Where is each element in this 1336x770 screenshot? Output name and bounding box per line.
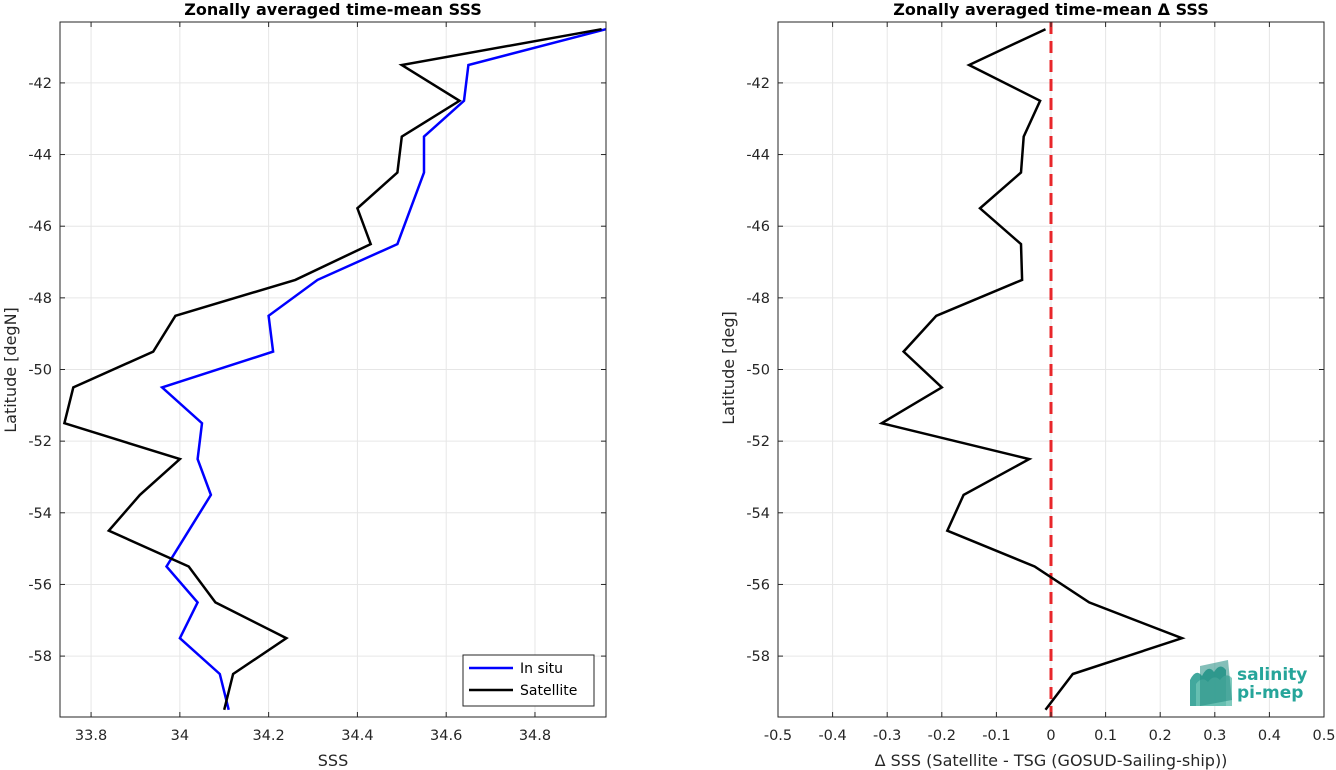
delta-y-axis-label: Latitude [deg]: [719, 311, 738, 425]
sss-y-tick-label: -44: [28, 148, 52, 164]
delta-x-tick-label: 0.1: [1094, 728, 1117, 744]
salinity-pi-mep-logo: salinity pi-mep: [1190, 660, 1307, 706]
delta-ticks: -0.5 -0.4 -0.3 -0.2 -0.1 0 0.1 0.2 0.3 0.4 0.5 -42 -…: [746, 22, 1336, 744]
delta-x-tick-label: -0.2: [928, 728, 956, 744]
legend-label-in-situ: In situ: [520, 661, 563, 677]
sss-series: [62, 27, 607, 711]
delta-x-tick-label: -0.3: [873, 728, 901, 744]
delta-y-tick-label: -50: [746, 363, 770, 379]
sss-ticks: 33.8 34 34.2 34.4 34.6 34.8 -42 -44 -46 -48 -50 -52…: [28, 22, 606, 744]
sss-x-tick-label: 34.6: [430, 728, 462, 744]
delta-y-tick-label: -44: [746, 148, 770, 164]
delta-series-line-0: [878, 28, 1186, 711]
delta-x-axis-label: Δ SSS (Satellite - TSG (GOSUD-Sailing-sh…: [875, 751, 1228, 770]
delta-x-tick-label: 0.3: [1203, 728, 1226, 744]
sss-series-line-0: [159, 27, 607, 711]
delta-x-tick-label: 0.5: [1312, 728, 1335, 744]
sss-chart-title: Zonally averaged time-mean SSS: [184, 0, 482, 19]
sss-x-tick-label: 34.8: [519, 728, 551, 744]
delta-x-tick-label: 0: [1046, 728, 1055, 744]
delta-y-tick-label: -48: [746, 291, 770, 307]
delta-y-tick-label: -54: [746, 506, 770, 522]
delta-x-tick-label: -0.4: [818, 728, 846, 744]
sss-legend: In situ Satellite: [462, 654, 595, 707]
sss-y-tick-label: -58: [28, 649, 52, 665]
delta-y-tick-label: -42: [746, 76, 770, 92]
sss-x-axis-label: SSS: [318, 751, 348, 770]
logo-text-pi-mep: pi-mep: [1237, 683, 1303, 703]
sss-y-tick-label: -48: [28, 291, 52, 307]
sss-x-tick-label: 34: [171, 728, 189, 744]
delta-series: [878, 28, 1186, 711]
delta-x-tick-label: 0.2: [1149, 728, 1172, 744]
sss-y-axis-label: Latitude [degN]: [1, 307, 20, 433]
sss-x-tick-label: 34.2: [252, 728, 284, 744]
delta-x-tick-label: -0.1: [982, 728, 1010, 744]
delta-grid: [777, 22, 1325, 717]
sss-y-tick-label: -42: [28, 76, 52, 92]
delta-x-tick-label: -0.5: [764, 728, 792, 744]
sss-series-line-1: [62, 27, 602, 711]
sss-y-tick-label: -56: [28, 577, 52, 593]
sss-x-tick-label: 34.4: [341, 728, 373, 744]
waves-icon: [1190, 660, 1232, 706]
sss-y-tick-label: -50: [28, 363, 52, 379]
sss-grid: [60, 22, 606, 717]
sss-y-tick-label: -46: [28, 219, 52, 235]
legend-box: [462, 654, 595, 707]
delta-y-tick-label: -52: [746, 434, 770, 450]
delta-y-tick-label: -46: [746, 219, 770, 235]
delta-y-tick-label: -56: [746, 577, 770, 593]
sss-y-tick-label: -54: [28, 506, 52, 522]
sss-y-tick-label: -52: [28, 434, 52, 450]
delta-x-tick-label: 0.4: [1258, 728, 1281, 744]
delta-chart-title: Zonally averaged time-mean Δ SSS: [893, 0, 1209, 19]
sss-x-tick-label: 33.8: [75, 728, 107, 744]
legend-label-satellite: Satellite: [520, 683, 577, 699]
logo-text-salinity: salinity: [1237, 665, 1307, 685]
delta-y-tick-label: -58: [746, 649, 770, 665]
delta-sss-panel: -0.5 -0.4 -0.3 -0.2 -0.1 0 0.1 0.2 0.3 0.4 0.5 -42 -…: [719, 0, 1336, 770]
sss-panel: 33.8 34 34.2 34.4 34.6 34.8 -42 -44 -46 -48 -50 -52…: [1, 0, 607, 770]
